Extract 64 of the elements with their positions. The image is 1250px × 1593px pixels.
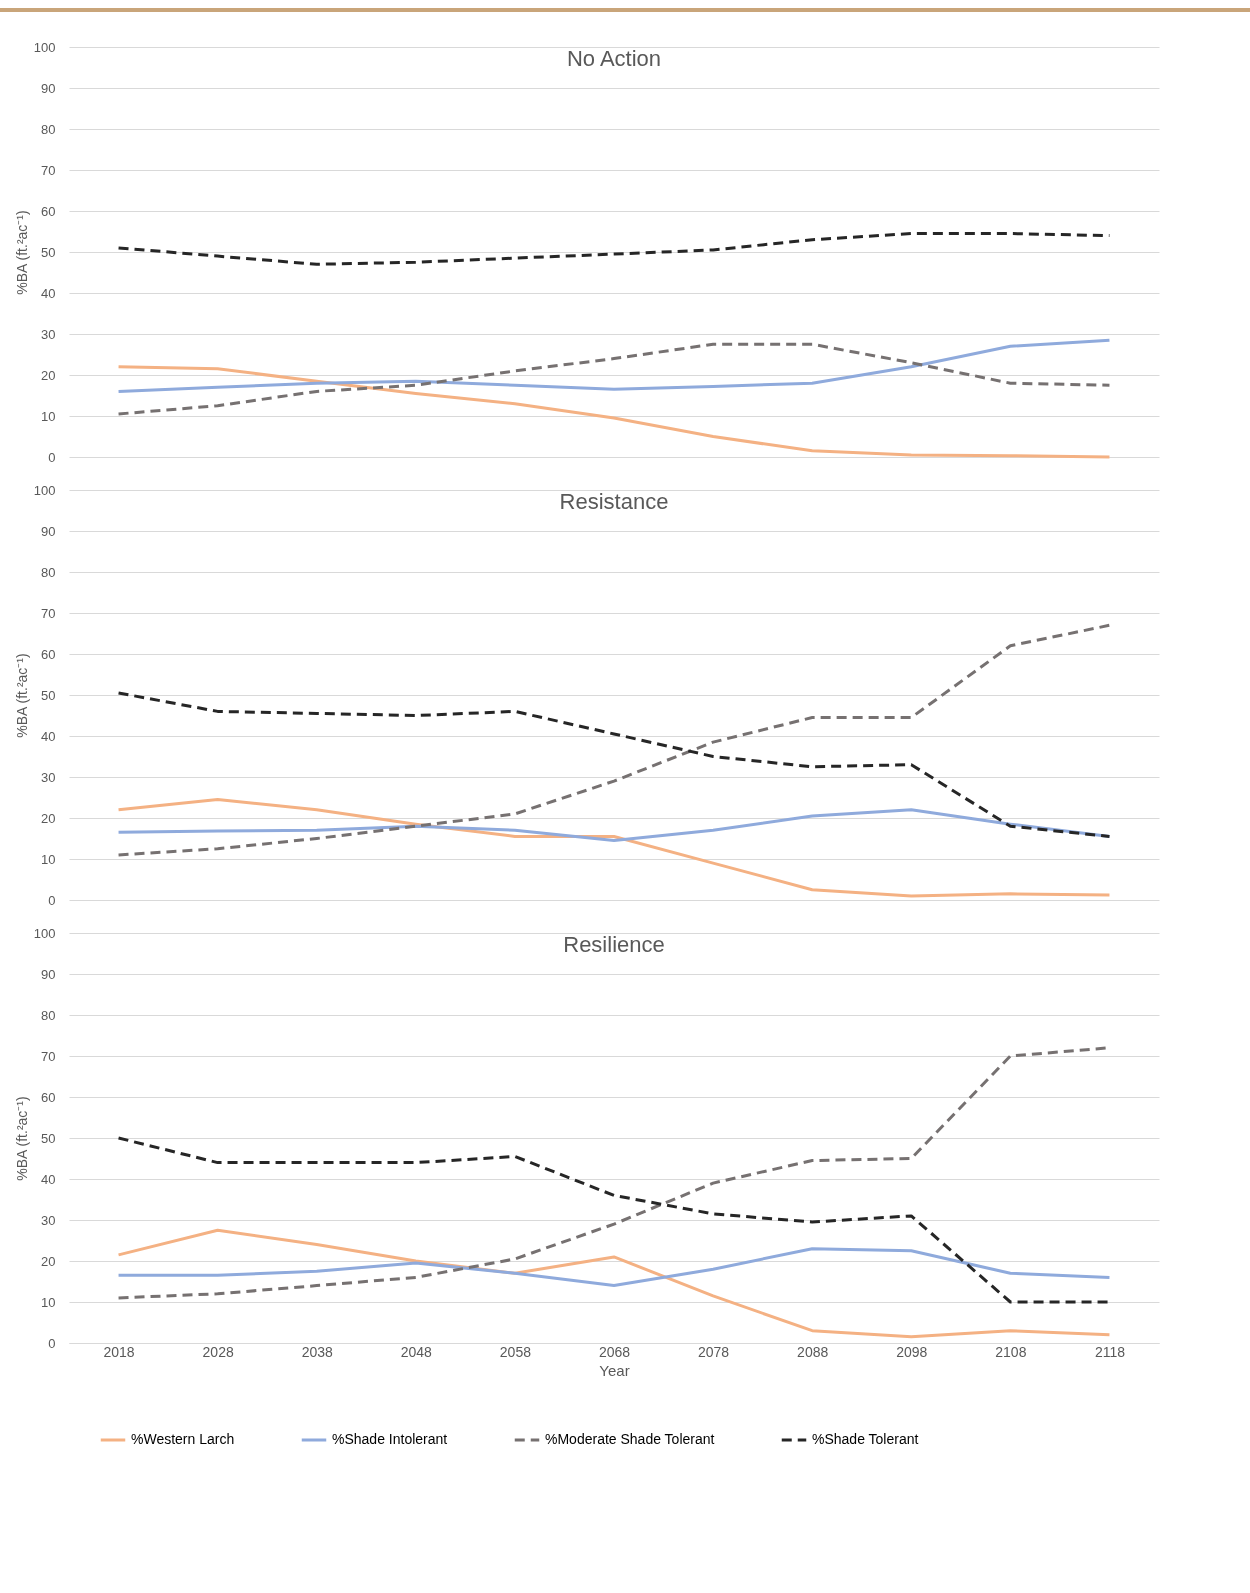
y-tick-label: 10 [41,1294,56,1310]
y-tick-label: 60 [41,1089,56,1105]
x-tick-label: 2118 [1094,1343,1126,1360]
line-series [117,365,1111,459]
chart-title: No Action [566,46,662,71]
y-tick-label: 0 [48,892,56,908]
y-tick-label: 80 [41,121,56,137]
legend-label: %Moderate Shade Tolerant [545,1431,715,1447]
line-series [117,1228,1111,1339]
x-tick-label: 2048 [400,1343,433,1360]
legend-label: %Western Larch [131,1431,235,1447]
y-tick-label: 30 [41,769,56,785]
y-tick-label: 50 [41,244,56,260]
x-tick-label: 2038 [301,1343,334,1360]
y-tick-label: 80 [41,564,56,580]
line-series [117,1136,1111,1304]
line-series [117,623,1111,857]
legend-label: %Shade Intolerant [332,1431,448,1447]
x-tick-label: 2078 [698,1343,730,1360]
y-tick-label: 50 [41,1130,56,1146]
chart-title: Resistance [559,489,669,514]
y-tick-label: 60 [41,646,56,662]
y-tick-label: 20 [41,1253,56,1269]
y-tick-label: 70 [41,1048,56,1064]
x-tick-label: 2018 [103,1343,135,1360]
y-tick-label: 100 [33,39,56,55]
x-tick-label: 2028 [202,1343,234,1360]
y-tick-label: 50 [41,687,56,703]
x-tick-label: 2108 [995,1343,1027,1360]
y-tick-label: 0 [48,449,56,465]
y-tick-label: 90 [41,80,56,96]
y-tick-label: 30 [41,1212,56,1228]
x-tick-label: 2068 [598,1343,631,1360]
chart-title: Resilience [563,932,665,957]
y-tick-label: 70 [41,605,56,621]
y-tick-label: 10 [41,408,56,424]
x-axis-title: Year [599,1361,630,1379]
y-tick-label: 90 [41,966,56,982]
y-tick-label: 30 [41,326,56,342]
line-series [117,1247,1111,1288]
y-tick-label: 40 [41,285,56,301]
y-tick-label: 60 [41,203,56,219]
x-tick-label: 2098 [896,1343,928,1360]
y-tick-label: 20 [41,810,56,826]
y-axis-title: %BA (ft.²ac⁻¹) [13,1096,30,1181]
y-tick-label: 70 [41,162,56,178]
y-tick-label: 10 [41,851,56,867]
legend-label: %Shade Tolerant [812,1431,919,1447]
y-tick-label: 40 [41,728,56,744]
y-axis-title: %BA (ft.²ac⁻¹) [13,210,30,295]
y-tick-label: 80 [41,1007,56,1023]
line-series [117,691,1111,838]
y-tick-label: 90 [41,523,56,539]
y-tick-label: 0 [48,1335,56,1351]
x-tick-label: 2088 [797,1343,829,1360]
y-axis-title: %BA (ft.²ac⁻¹) [13,653,30,738]
x-tick-label: 2058 [499,1343,532,1360]
y-tick-label: 40 [41,1171,56,1187]
line-series [117,338,1111,393]
y-tick-label: 100 [33,925,56,941]
y-tick-label: 100 [33,482,56,498]
line-series [117,342,1111,416]
y-tick-label: 20 [41,367,56,383]
line-series [117,798,1111,898]
